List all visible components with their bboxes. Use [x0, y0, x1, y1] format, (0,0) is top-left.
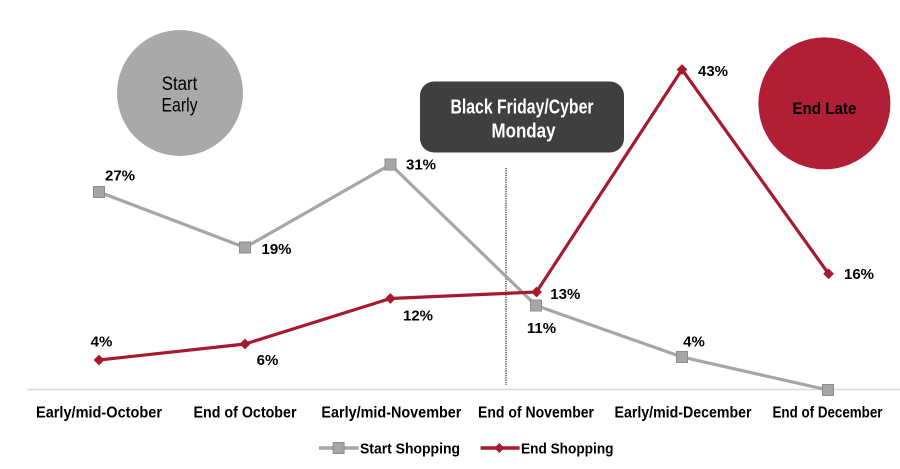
svg-text:Early/mid-October: Early/mid-October — [36, 405, 162, 422]
svg-text:Early: Early — [162, 96, 198, 117]
svg-text:Monday: Monday — [492, 121, 557, 143]
svg-text:4%: 4% — [91, 334, 113, 351]
svg-text:27%: 27% — [105, 168, 135, 185]
svg-text:Start Shopping: Start Shopping — [360, 441, 460, 458]
svg-text:19%: 19% — [261, 241, 291, 258]
svg-text:End of October: End of October — [194, 405, 297, 422]
svg-text:Early/mid-November: Early/mid-November — [321, 405, 461, 422]
svg-text:31%: 31% — [406, 157, 436, 174]
svg-text:13%: 13% — [550, 286, 580, 303]
svg-text:43%: 43% — [698, 63, 728, 80]
svg-text:End of November: End of November — [478, 405, 594, 422]
svg-text:Early/mid-December: Early/mid-December — [615, 405, 752, 422]
svg-text:12%: 12% — [403, 307, 433, 324]
svg-text:16%: 16% — [844, 266, 874, 283]
svg-text:End Shopping: End Shopping — [521, 441, 614, 458]
svg-text:Start: Start — [162, 74, 198, 95]
svg-text:End of December: End of December — [773, 405, 883, 422]
svg-text:6%: 6% — [257, 352, 279, 369]
svg-text:End Late: End Late — [792, 99, 856, 118]
svg-text:Black Friday/Cyber: Black Friday/Cyber — [451, 96, 594, 118]
svg-text:11%: 11% — [527, 320, 556, 337]
svg-text:4%: 4% — [683, 334, 705, 351]
